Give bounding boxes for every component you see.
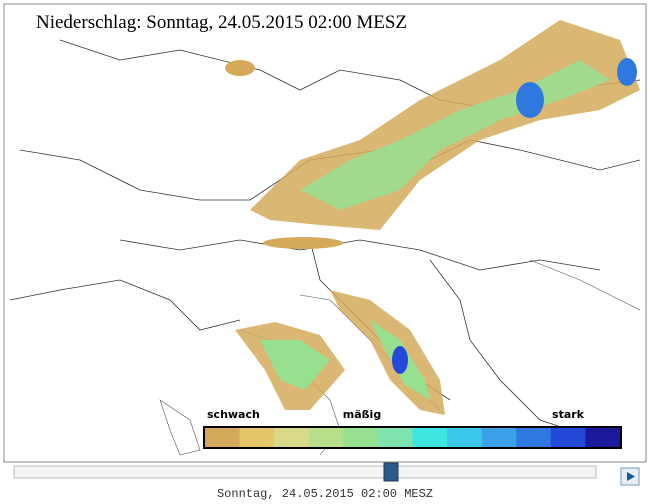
legend-swatch [481, 428, 517, 447]
time-slider[interactable] [13, 465, 597, 479]
legend-swatch [205, 428, 241, 447]
play-button[interactable] [620, 467, 640, 486]
legend-swatch [550, 428, 586, 447]
legend-swatch [585, 428, 621, 447]
legend-frame [203, 426, 622, 449]
map-title: Niederschlag: Sonntag, 24.05.2015 02:00 … [36, 12, 407, 33]
timestamp: Sonntag, 24.05.2015 02:00 MESZ [217, 487, 433, 501]
legend-label: stark [552, 408, 585, 421]
legend-bar [205, 428, 621, 447]
legend-label: schwach [207, 408, 260, 421]
precipitation [225, 20, 640, 415]
play-icon[interactable] [627, 472, 635, 481]
legend-swatch [516, 428, 552, 447]
slider-thumb[interactable] [383, 462, 399, 482]
legend-swatch [274, 428, 310, 447]
legend-swatch [308, 428, 344, 447]
legend-swatch [343, 428, 379, 447]
legend-swatch [412, 428, 448, 447]
legend-label: mäßig [343, 408, 381, 421]
legend-swatch [239, 428, 275, 447]
legend-swatch [447, 428, 483, 447]
legend-swatch [377, 428, 413, 447]
